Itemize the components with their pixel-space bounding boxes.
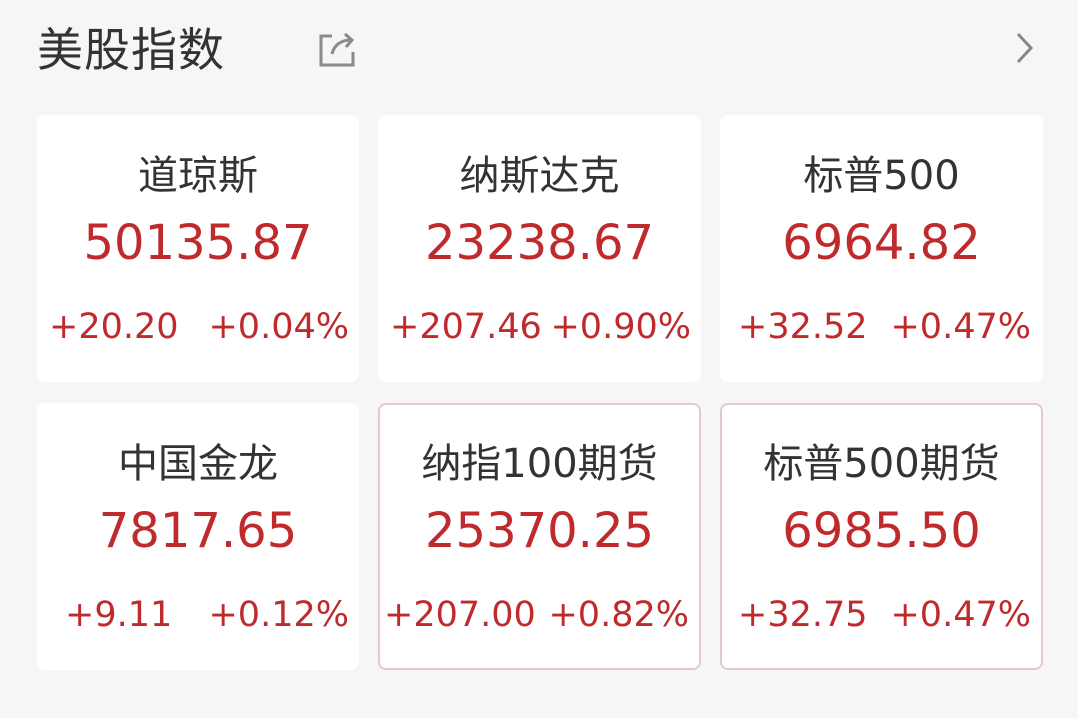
index-change: +9.11 xyxy=(65,595,173,635)
index-name: 纳指100期货 xyxy=(421,441,658,487)
index-value: 23238.67 xyxy=(424,215,655,271)
index-percent: +0.12% xyxy=(208,595,349,635)
index-percent: +0.47% xyxy=(890,307,1031,347)
chevron-right-icon[interactable] xyxy=(1012,30,1038,66)
share-icon[interactable] xyxy=(318,30,356,68)
index-name: 标普500 xyxy=(803,153,960,199)
index-name: 纳斯达克 xyxy=(459,153,620,199)
index-value: 25370.25 xyxy=(424,503,655,559)
index-percent: +0.82% xyxy=(548,595,689,635)
index-name: 道琼斯 xyxy=(138,153,258,199)
index-card-golden-dragon[interactable]: 中国金龙 7817.65 +9.11 +0.12% xyxy=(37,403,359,670)
page-title: 美股指数 xyxy=(37,23,225,77)
index-percent: +0.47% xyxy=(890,595,1031,635)
index-change: +32.75 xyxy=(738,595,868,635)
index-value: 50135.87 xyxy=(83,215,313,271)
index-value: 6985.50 xyxy=(782,503,981,559)
index-change: +207.46 xyxy=(390,307,542,347)
index-percent: +0.90% xyxy=(550,307,691,347)
index-card-nasdaq[interactable]: 纳斯达克 23238.67 +207.46 +0.90% xyxy=(378,115,701,382)
index-name: 中国金龙 xyxy=(118,441,278,487)
index-card-sp500[interactable]: 标普500 6964.82 +32.52 +0.47% xyxy=(720,115,1043,382)
index-percent: +0.04% xyxy=(208,307,349,347)
index-card-sp500-futures[interactable]: 标普500期货 6985.50 +32.75 +0.47% xyxy=(720,403,1043,670)
index-change: +32.52 xyxy=(738,307,868,347)
index-card-nasdaq100-futures[interactable]: 纳指100期货 25370.25 +207.00 +0.82% xyxy=(378,403,701,670)
index-change: +20.20 xyxy=(49,307,179,347)
index-value: 7817.65 xyxy=(98,503,298,559)
index-value: 6964.82 xyxy=(782,215,981,271)
index-change: +207.00 xyxy=(384,595,536,635)
index-card-dow[interactable]: 道琼斯 50135.87 +20.20 +0.04% xyxy=(37,115,359,382)
index-name: 标普500期货 xyxy=(763,441,1000,487)
